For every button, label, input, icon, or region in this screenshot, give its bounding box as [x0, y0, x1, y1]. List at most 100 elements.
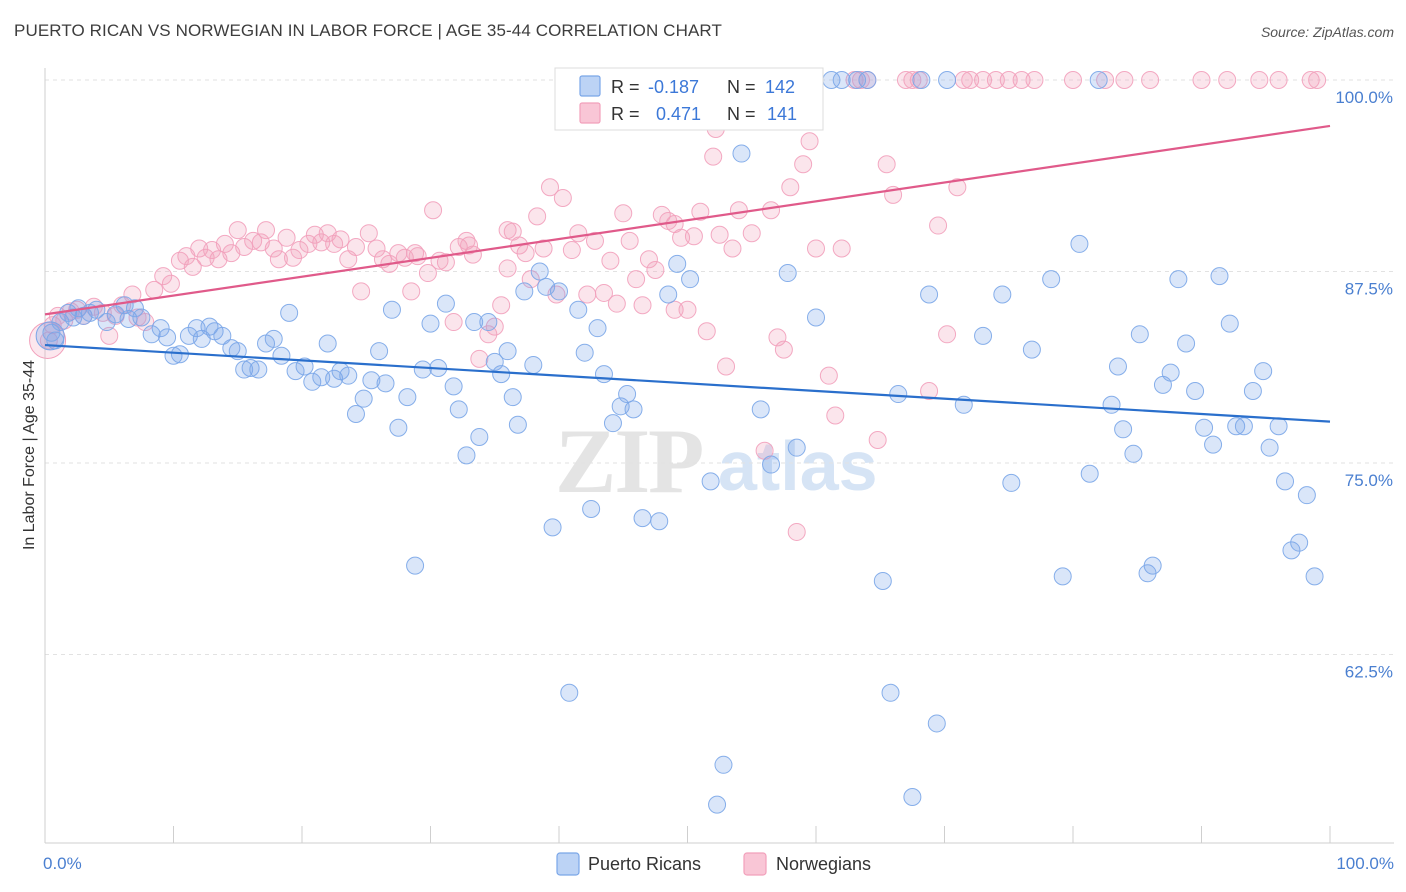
point-puerto-ricans-74: [569, 300, 588, 319]
point-norwegians-131: [974, 71, 993, 89]
point-puerto-ricans-139: [1227, 417, 1246, 436]
point-norwegians-133: [999, 71, 1018, 89]
point-norwegians-88: [646, 260, 665, 279]
point-puerto-ricans-78: [594, 365, 613, 384]
point-puerto-ricans-118: [1042, 270, 1061, 289]
point-norwegians-148: [460, 236, 479, 255]
point-norwegians-16: [154, 267, 173, 286]
point-norwegians-85: [627, 270, 646, 289]
point-puerto-ricans-100: [807, 308, 825, 327]
point-puerto-ricans-37: [303, 372, 322, 391]
point-norwegians-127: [938, 325, 957, 344]
point-puerto-ricans-75: [575, 343, 594, 362]
point-puerto-ricans-68: [524, 355, 543, 374]
point-norwegians-20: [183, 257, 202, 276]
point-norwegians-25: [215, 234, 234, 253]
point-puerto-ricans-116: [1002, 473, 1021, 492]
point-puerto-ricans-9: [97, 313, 116, 332]
point-puerto-ricans-124: [1108, 357, 1127, 376]
point-norwegians-145: [1308, 71, 1327, 89]
point-norwegians-134: [1012, 71, 1031, 89]
point-puerto-ricans-143: [1260, 438, 1279, 457]
point-norwegians-113: [819, 366, 838, 385]
point-puerto-ricans-88: [681, 270, 700, 289]
stats-legend-n-label-2: N =: [727, 104, 756, 124]
point-norwegians-108: [781, 178, 800, 197]
point-puerto-ricans-85: [650, 512, 669, 531]
point-norwegians-46: [359, 224, 378, 243]
series-legend-label-norwegians: Norwegians: [776, 854, 871, 874]
point-norwegians-137: [1096, 71, 1115, 89]
point-puerto-ricans-28: [235, 360, 254, 379]
point-norwegians-76: [562, 241, 581, 260]
point-puerto-ricans-129: [1143, 556, 1162, 575]
point-puerto-ricans-15: [142, 325, 161, 344]
point-puerto-ricans-115: [993, 285, 1012, 304]
point-puerto-ricans-11: [115, 296, 134, 315]
x-ticks: [173, 826, 1331, 843]
point-puerto-ricans-69: [530, 262, 549, 281]
point-puerto-ricans-104: [858, 71, 877, 89]
point-puerto-ricans-60: [470, 427, 489, 446]
point-puerto-ricans-61: [479, 313, 498, 332]
trend-line-norwegians: [44, 124, 1331, 316]
point-puerto-ricans-67: [515, 282, 534, 301]
point-norwegians-77: [569, 224, 588, 243]
series-legend-swatch-norwegians: [743, 852, 767, 876]
point-norwegians-33: [269, 250, 288, 269]
point-puerto-ricans-55: [436, 294, 455, 313]
point-puerto-ricans-33: [272, 346, 291, 365]
point-norwegians-81: [601, 251, 620, 270]
point-puerto-ricans-133: [1177, 334, 1196, 353]
point-norwegians-143: [1269, 71, 1288, 89]
point-norwegians-38: [305, 225, 324, 244]
point-puerto-ricans-36: [295, 357, 314, 376]
point-puerto-ricans-29: [241, 359, 260, 378]
point-norwegians-150: [665, 300, 684, 319]
axes: [44, 68, 1394, 844]
point-puerto-ricans-140: [1234, 417, 1253, 436]
point-puerto-ricans-120: [1070, 234, 1089, 253]
point-norwegians-34: [277, 228, 296, 247]
point-puerto-ricans-107: [889, 385, 908, 404]
point-puerto-ricans-132: [1169, 270, 1188, 289]
stats-legend-n-label-1: N =: [727, 77, 756, 97]
point-norwegians-99: [717, 357, 736, 376]
stats-legend-r-label-2: R =: [611, 104, 640, 124]
point-norwegians-52: [402, 282, 421, 301]
stats-legend: R = -0.187 N = 142 R = 0.471 N = 141: [554, 67, 824, 131]
stats-legend-r-value-1: -0.187: [648, 77, 699, 97]
point-puerto-ricans-25: [213, 326, 232, 345]
point-norwegians-47: [367, 239, 386, 258]
point-puerto-ricans-112: [938, 71, 957, 89]
point-puerto-ricans-17: [158, 328, 177, 347]
point-norwegians-139: [1141, 71, 1160, 89]
stats-legend-n-value-1: 142: [765, 77, 795, 97]
point-puerto-ricans-76: [582, 499, 601, 518]
point-norwegians-87: [639, 250, 658, 269]
point-puerto-ricans-59: [465, 313, 484, 332]
point-norwegians-79: [585, 231, 604, 250]
point-norwegians-100: [723, 239, 742, 258]
y-tick-label-1: 87.5%: [1345, 280, 1393, 299]
point-puerto-ricans-126: [1124, 444, 1143, 463]
point-norwegians-63: [479, 325, 498, 344]
point-norwegians-72: [534, 239, 553, 258]
point-norwegians-96: [697, 322, 716, 341]
point-puerto-ricans-119: [1053, 567, 1072, 586]
point-norwegians-107: [774, 340, 793, 359]
y-tick-label-0: 100.0%: [1335, 88, 1393, 107]
point-norwegians-94: [684, 227, 703, 246]
watermark-atlas: atlas: [718, 427, 878, 505]
chart-source: Source: ZipAtlas.com: [1260, 24, 1394, 40]
point-norwegians-62: [470, 349, 489, 368]
point-puerto-ricans-16: [151, 319, 170, 338]
point-norwegians-112: [807, 239, 825, 258]
point-puerto-ricans-81: [618, 385, 637, 404]
point-norwegians-128: [948, 178, 967, 197]
point-puerto-ricans-40: [325, 369, 344, 388]
point-norwegians-22: [196, 248, 215, 267]
point-puerto-ricans-53: [421, 314, 440, 333]
point-puerto-ricans-large: [35, 321, 65, 351]
point-puerto-ricans-148: [1297, 486, 1316, 505]
